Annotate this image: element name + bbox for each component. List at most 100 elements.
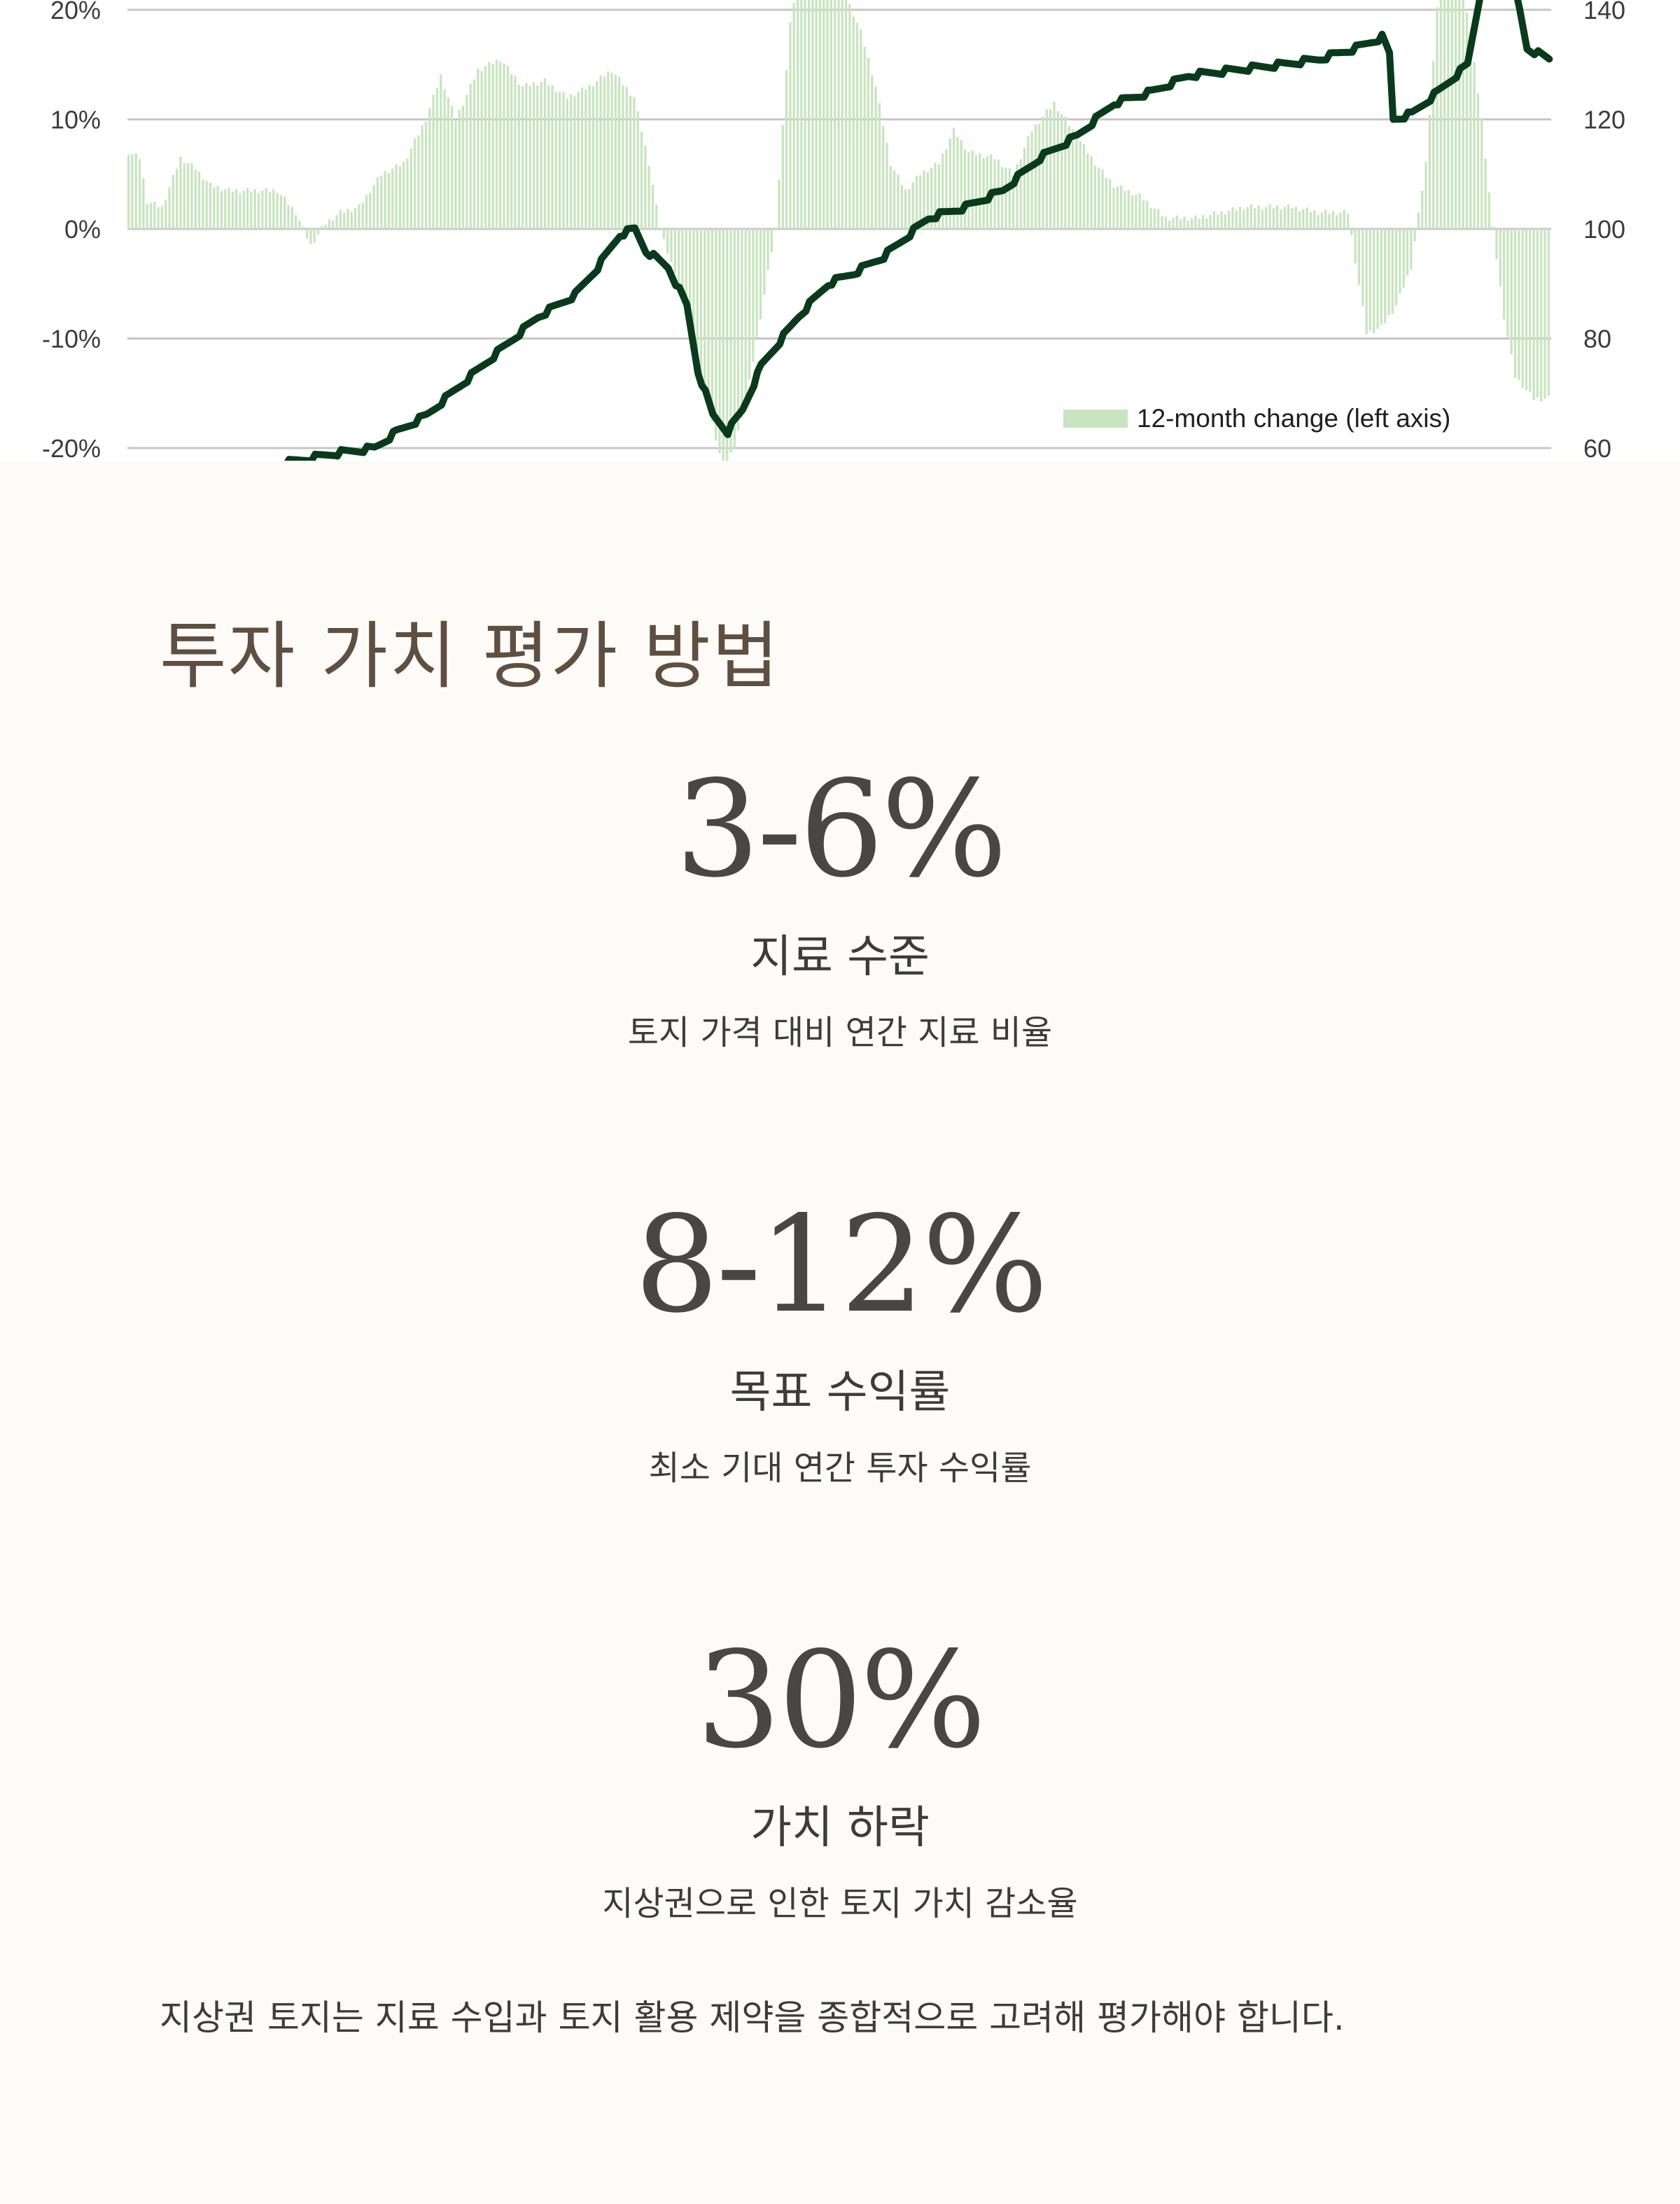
bar bbox=[514, 76, 517, 229]
bar bbox=[1410, 229, 1413, 270]
bar-series bbox=[127, 0, 1550, 461]
bar bbox=[480, 71, 483, 229]
bar bbox=[343, 212, 346, 229]
bar bbox=[1320, 212, 1324, 229]
bar bbox=[1194, 215, 1197, 229]
bar bbox=[956, 137, 959, 229]
bar bbox=[209, 182, 212, 229]
bar bbox=[1053, 102, 1056, 229]
bar bbox=[1313, 210, 1316, 229]
bar bbox=[1443, 0, 1446, 229]
index-line bbox=[284, 0, 1553, 461]
bar bbox=[1518, 229, 1520, 380]
bar bbox=[1272, 208, 1275, 229]
bar bbox=[298, 221, 301, 229]
bar bbox=[324, 225, 327, 229]
bar bbox=[815, 0, 818, 229]
bar bbox=[387, 173, 391, 229]
bar bbox=[577, 92, 580, 230]
bar bbox=[855, 22, 859, 229]
bar bbox=[525, 83, 528, 230]
bar bbox=[860, 29, 862, 229]
bar bbox=[1042, 116, 1044, 229]
bar bbox=[874, 86, 877, 229]
bar bbox=[710, 229, 714, 421]
bar bbox=[138, 159, 141, 229]
chart-panel: 20% 10% 0% -10% -20% 140 120 100 80 60 12-month … bbox=[0, 0, 1680, 461]
bar bbox=[1075, 138, 1078, 229]
bar bbox=[584, 90, 587, 229]
bar bbox=[335, 215, 338, 229]
bar bbox=[287, 204, 290, 229]
bar bbox=[424, 122, 428, 229]
bar bbox=[376, 176, 379, 229]
bar bbox=[176, 169, 178, 229]
bar bbox=[1101, 169, 1104, 229]
metric-value-decline: 30% 가치 하락 지상권으로 인한 토지 가치 감소율 bbox=[0, 1631, 1680, 1926]
bar bbox=[967, 152, 970, 229]
bar bbox=[867, 57, 870, 229]
bar bbox=[822, 0, 825, 230]
bar bbox=[1034, 124, 1037, 229]
bar bbox=[406, 158, 409, 229]
bar bbox=[893, 169, 896, 229]
bar bbox=[547, 85, 550, 230]
bar bbox=[543, 78, 547, 229]
bar bbox=[1462, 0, 1464, 230]
bar bbox=[937, 164, 941, 229]
bar bbox=[276, 193, 279, 229]
bar bbox=[1127, 190, 1130, 229]
bar bbox=[1432, 61, 1435, 229]
bar bbox=[465, 95, 468, 229]
bar bbox=[261, 190, 264, 229]
bar bbox=[599, 76, 602, 229]
metric-value: 3-6% bbox=[675, 752, 1008, 907]
bar bbox=[1513, 229, 1517, 379]
bar bbox=[1227, 210, 1231, 229]
bar bbox=[1027, 136, 1030, 229]
bar bbox=[882, 126, 885, 229]
bar bbox=[1306, 207, 1308, 229]
bar bbox=[1532, 229, 1535, 400]
bar bbox=[666, 229, 669, 254]
bar bbox=[748, 229, 751, 380]
bar bbox=[265, 188, 267, 229]
bar bbox=[1038, 123, 1041, 229]
left-axis-ticks: 20% 10% 0% -10% -20% bbox=[42, 0, 101, 461]
bar bbox=[1079, 141, 1082, 229]
bar bbox=[911, 182, 914, 229]
bar bbox=[919, 175, 922, 229]
bar bbox=[1082, 144, 1086, 229]
metric-description: 최소 기대 연간 투자 수익률 bbox=[648, 1449, 1032, 1488]
bar bbox=[618, 76, 621, 229]
bar bbox=[878, 103, 881, 229]
bar bbox=[1529, 229, 1532, 392]
bar bbox=[1105, 177, 1108, 229]
bar bbox=[1357, 229, 1361, 285]
bar bbox=[1469, 37, 1472, 230]
bar bbox=[670, 229, 673, 262]
bar bbox=[1183, 216, 1186, 229]
bar bbox=[1324, 209, 1327, 229]
bar bbox=[536, 85, 539, 229]
bar bbox=[469, 83, 472, 229]
bar bbox=[986, 156, 989, 229]
bar bbox=[503, 63, 505, 229]
bar bbox=[216, 186, 219, 229]
bar bbox=[1428, 114, 1432, 229]
bar bbox=[1302, 209, 1305, 229]
right-tick-label: 80 bbox=[1583, 325, 1611, 354]
bar bbox=[510, 74, 513, 230]
bar bbox=[190, 163, 193, 229]
bar bbox=[358, 204, 360, 229]
bar bbox=[313, 229, 316, 243]
bar bbox=[1124, 190, 1126, 229]
bar bbox=[974, 155, 978, 229]
bar bbox=[1384, 229, 1387, 323]
bar bbox=[440, 74, 442, 230]
bar bbox=[1373, 229, 1376, 333]
bar bbox=[1261, 209, 1264, 229]
bar bbox=[1265, 207, 1268, 229]
metric-label: 목표 수익률 bbox=[729, 1367, 951, 1418]
bar bbox=[279, 195, 283, 229]
